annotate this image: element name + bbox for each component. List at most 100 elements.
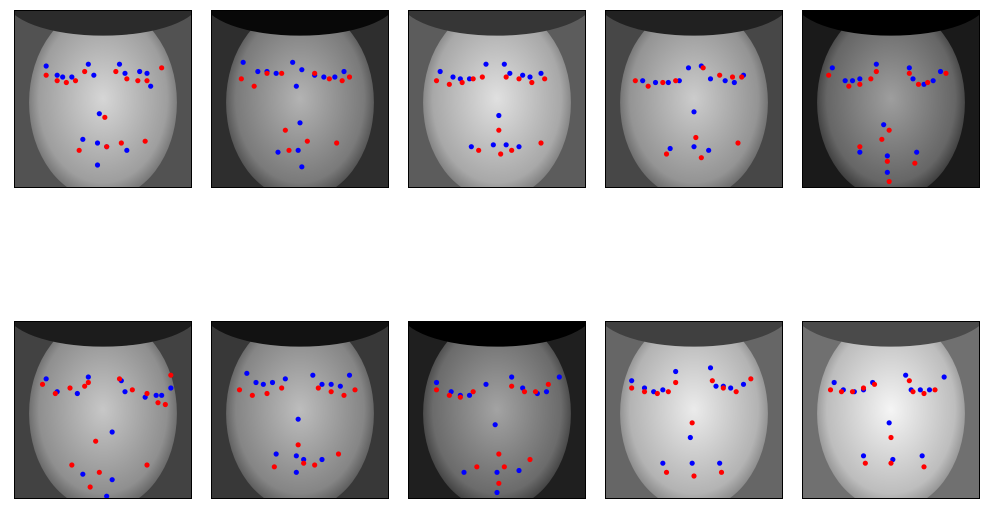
face-panel-plot [606, 322, 782, 498]
face-panel-plot [409, 322, 585, 498]
face-image [29, 322, 177, 498]
keypoint-red [76, 147, 82, 153]
face-panel-plot [15, 322, 191, 498]
keypoint-red [433, 387, 440, 393]
keypoint-blue [159, 392, 165, 398]
keypoint-red [72, 78, 79, 84]
keypoint-red [709, 378, 715, 384]
keypoint-red [915, 81, 922, 87]
keypoint-red [718, 469, 725, 475]
keypoint-red [116, 376, 123, 382]
keypoint-blue [926, 387, 933, 393]
keypoint-blue [507, 70, 513, 76]
keypoint-blue [144, 70, 150, 76]
keypoint-red [632, 78, 638, 84]
keypoint-blue [906, 65, 912, 71]
keypoint-red [501, 464, 507, 470]
face-image [620, 322, 768, 498]
keypoint-red [113, 68, 119, 75]
keypoint-red [155, 400, 161, 406]
keypoint-blue [290, 59, 296, 65]
keypoint-red [873, 68, 879, 75]
keypoint-red [129, 387, 135, 393]
keypoint-blue [483, 61, 489, 67]
keypoint-red [717, 72, 723, 78]
keypoint-red [503, 74, 509, 80]
keypoint-red [693, 134, 699, 141]
keypoint-red [238, 76, 244, 82]
keypoint-blue [450, 74, 456, 80]
keypoint-blue [884, 153, 890, 159]
keypoint-blue [60, 74, 66, 80]
keypoint-blue [293, 453, 299, 459]
face-image [423, 322, 571, 498]
keypoint-blue [556, 374, 562, 380]
face-panel [408, 10, 586, 188]
keypoint-blue [85, 374, 91, 380]
keypoint-blue [54, 72, 60, 78]
keypoint-blue [295, 416, 301, 422]
keypoint-red [312, 70, 318, 76]
keypoint-blue [676, 78, 682, 84]
keypoint-red [52, 390, 58, 397]
keypoint-blue [842, 78, 848, 84]
keypoint-red [470, 389, 476, 395]
keypoint-blue [437, 68, 443, 75]
keypoint-red [142, 138, 148, 144]
keypoint-red [698, 155, 704, 161]
keypoint-red [236, 387, 243, 393]
keypoint-blue [116, 61, 123, 67]
keypoint-red [124, 76, 130, 82]
face-panel [605, 10, 783, 188]
hair-shape [409, 11, 585, 36]
keypoint-red [476, 147, 482, 153]
keypoint-red [886, 127, 892, 133]
keypoint-red [542, 76, 548, 82]
keypoint-red [162, 401, 168, 408]
keypoint-red [43, 72, 49, 78]
keypoint-blue [660, 387, 666, 393]
keypoint-red [457, 394, 463, 400]
keypoint-blue [641, 385, 648, 391]
face-image [620, 11, 768, 187]
face-panel [605, 321, 783, 499]
keypoint-blue [691, 144, 697, 150]
keypoint-blue [903, 372, 909, 378]
keypoint-red [729, 74, 736, 80]
keypoint-red [884, 158, 890, 164]
keypoint-blue [137, 68, 143, 75]
keypoint-red [857, 81, 863, 87]
keypoint-red [301, 460, 307, 466]
hair-shape [606, 11, 782, 36]
keypoint-blue [124, 147, 130, 153]
keypoint-red [521, 389, 528, 395]
keypoint-blue [667, 145, 673, 152]
keypoint-blue [96, 111, 102, 117]
keypoint-blue [728, 385, 734, 391]
keypoint-red [346, 74, 353, 80]
keypoint-red [733, 389, 739, 395]
keypoint-red [868, 76, 874, 82]
keypoint-red [910, 389, 916, 395]
keypoint-red [144, 390, 150, 397]
keypoint-red [838, 389, 845, 395]
keypoint-blue [69, 74, 75, 80]
keypoint-blue [269, 379, 276, 386]
keypoint-red [433, 78, 440, 84]
keypoint-blue [148, 83, 154, 89]
keypoint-red [663, 469, 670, 475]
keypoint-red [516, 76, 522, 82]
face-panel [211, 321, 389, 499]
keypoint-red [498, 151, 504, 157]
keypoint-red [921, 390, 927, 397]
keypoint-blue [910, 76, 916, 82]
keypoint-blue [168, 385, 174, 391]
keypoint-red [470, 76, 476, 82]
keypoint-blue [707, 76, 714, 82]
keypoint-red [509, 383, 515, 389]
keypoint-blue [299, 67, 305, 73]
keypoint-blue [930, 78, 936, 84]
keypoint-red [496, 451, 502, 457]
keypoint-blue [466, 392, 473, 398]
keypoint-red [921, 464, 927, 470]
